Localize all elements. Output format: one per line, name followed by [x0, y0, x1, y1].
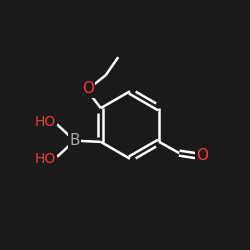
Text: O: O: [196, 148, 208, 163]
Text: HO: HO: [34, 115, 56, 129]
Text: O: O: [82, 82, 94, 96]
Text: HO: HO: [34, 152, 56, 166]
Text: B: B: [69, 133, 80, 148]
